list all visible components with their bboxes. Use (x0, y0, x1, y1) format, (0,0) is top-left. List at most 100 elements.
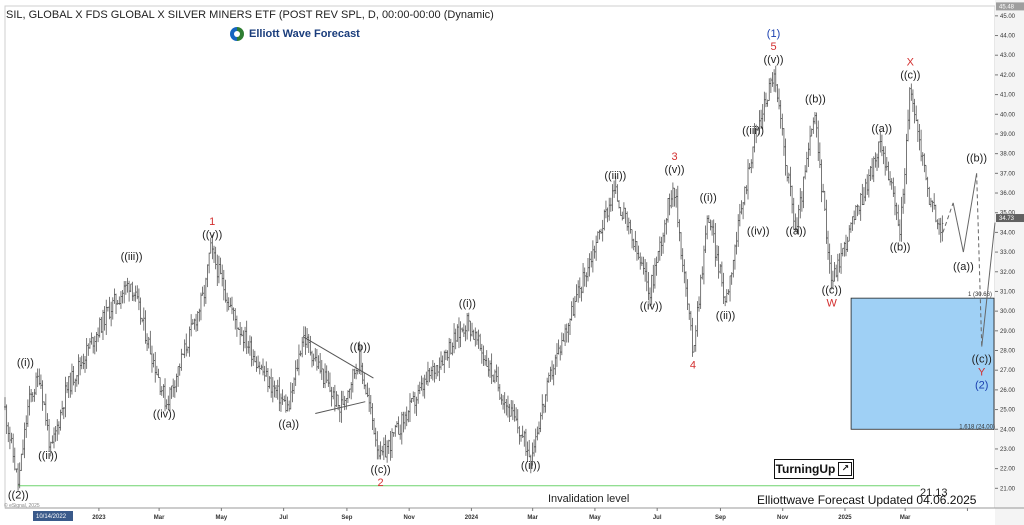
wave-label: 5 (770, 41, 776, 53)
wave-label: ((iv)) (153, 409, 176, 421)
trend-up-arrow-icon: ↗ (838, 462, 853, 476)
y-tick-label: 21.00 (1000, 486, 1016, 492)
y-tick-label: 28.00 (1000, 349, 1016, 355)
y-tick-label: 26.00 (1000, 388, 1016, 394)
turningup-badge: TurningUp ↗ (774, 459, 854, 479)
projection-segment (962, 173, 978, 253)
wave-label: ((ii)) (521, 460, 541, 472)
y-tick-label: 25.00 (1000, 408, 1016, 414)
wave-label: ((a)) (786, 226, 807, 238)
wave-label: ((i)) (17, 357, 34, 369)
projection-segment (981, 222, 996, 347)
chart-title: SIL, GLOBAL X FDS GLOBAL X SILVER MINERS… (6, 9, 494, 21)
wave-label: ((iii)) (742, 125, 764, 137)
x-tick-label: Mar (900, 515, 911, 521)
wave-label: ((a)) (278, 419, 299, 431)
y-tick-label: 40.00 (1000, 112, 1016, 118)
x-tick-label: Sep (715, 515, 726, 521)
cursor-date-label: 10/14/2022 (36, 514, 67, 520)
plot-frame (4, 5, 996, 509)
updated-footer: Elliottwave Forecast Updated 04.06.2025 (757, 493, 977, 507)
y-tick-label: 31.00 (1000, 289, 1016, 295)
wave-label: 2 (378, 477, 384, 489)
top-price-label: 45.48 (999, 4, 1015, 10)
wave-label: Y (978, 367, 986, 379)
price-axis-panel (995, 0, 1024, 525)
y-tick-label: 24.00 (1000, 427, 1016, 433)
wave-label: ((v)) (763, 54, 783, 66)
wave-label: ((c)) (371, 464, 391, 476)
triangle-line-1 (302, 336, 374, 379)
y-tick-label: 32.00 (1000, 270, 1016, 276)
wave-label: ((iv)) (640, 300, 663, 312)
x-tick-label: Sep (341, 515, 352, 521)
wave-label: ((iv)) (747, 226, 770, 238)
cursor-date-marker (33, 511, 73, 521)
y-tick-label: 35.00 (1000, 211, 1016, 217)
wave-label: ((b)) (805, 93, 826, 105)
y-tick-label: 34.00 (1000, 230, 1016, 236)
y-tick-label: 41.00 (1000, 93, 1016, 99)
last-price-label: 34.73 (999, 216, 1015, 222)
wave-label: ((i)) (459, 298, 476, 310)
x-tick-label: 2024 (465, 515, 479, 521)
y-tick-label: 39.00 (1000, 132, 1016, 138)
wave-label: ((v)) (664, 164, 684, 176)
projection-segment (942, 202, 954, 233)
y-tick-label: 36.00 (1000, 191, 1016, 197)
wave-label: (2) (975, 380, 988, 392)
x-tick-label: May (216, 515, 228, 521)
x-tick-label: Mar (527, 515, 538, 521)
x-tick-label: Nov (777, 515, 789, 521)
copyright-text: © eSignal, 2025 (4, 503, 40, 509)
logo-globe-icon (230, 27, 244, 41)
y-tick-label: 38.00 (1000, 152, 1016, 158)
triangle-line-2 (315, 401, 366, 414)
wave-label: ((a)) (871, 123, 892, 135)
target-box-bottom-label: 1.618 (24.00) (959, 424, 995, 430)
wave-label: ((iii)) (604, 170, 626, 182)
wave-label: ((a)) (953, 261, 974, 273)
x-tick-label: Mar (154, 515, 165, 521)
top-price-marker (996, 2, 1024, 11)
y-tick-label: 27.00 (1000, 368, 1016, 374)
x-tick-label: 2025 (838, 515, 852, 521)
wave-label: ((b)) (890, 241, 911, 253)
x-tick-label: Jul (653, 515, 662, 521)
wave-label: ((i)) (700, 192, 717, 204)
invalidation-label: Invalidation level (548, 493, 629, 505)
y-tick-label: 33.00 (1000, 250, 1016, 256)
wave-label: ((c)) (822, 285, 842, 297)
y-tick-label: 22.00 (1000, 467, 1016, 473)
y-tick-label: 43.00 (1000, 53, 1016, 59)
last-price-marker (996, 214, 1024, 223)
y-tick-label: 45.00 (1000, 14, 1016, 20)
wave-label: X (907, 57, 915, 69)
y-tick-label: 30.00 (1000, 309, 1016, 315)
wave-label: ((b)) (350, 341, 371, 353)
y-tick-label: 29.00 (1000, 329, 1016, 335)
x-tick-label: May (589, 515, 601, 521)
wave-label: ((ii)) (38, 450, 58, 462)
y-tick-label: 42.00 (1000, 73, 1016, 79)
wave-label: ((2)) (8, 489, 29, 501)
wave-label: 4 (690, 359, 696, 371)
x-tick-label: Nov (403, 515, 415, 521)
projection-segment (952, 202, 964, 253)
y-tick-label: 23.00 (1000, 447, 1016, 453)
y-tick-label: 44.00 (1000, 34, 1016, 40)
wave-label: 1 (209, 216, 215, 228)
turningup-text: TurningUp (775, 462, 836, 476)
wave-label: ((ii)) (716, 310, 736, 322)
wave-label: ((b)) (966, 152, 987, 164)
logo-text: Elliott Wave Forecast (249, 28, 360, 40)
wave-label: 3 (671, 151, 677, 163)
y-tick-label: 37.00 (1000, 171, 1016, 177)
wave-label: (1) (767, 28, 780, 40)
projection-segment (976, 173, 983, 347)
wave-label: W (827, 298, 838, 310)
x-tick-label: 2023 (92, 515, 106, 521)
wave-label: ((iii)) (121, 251, 143, 263)
wave-label: ((v)) (202, 229, 222, 241)
